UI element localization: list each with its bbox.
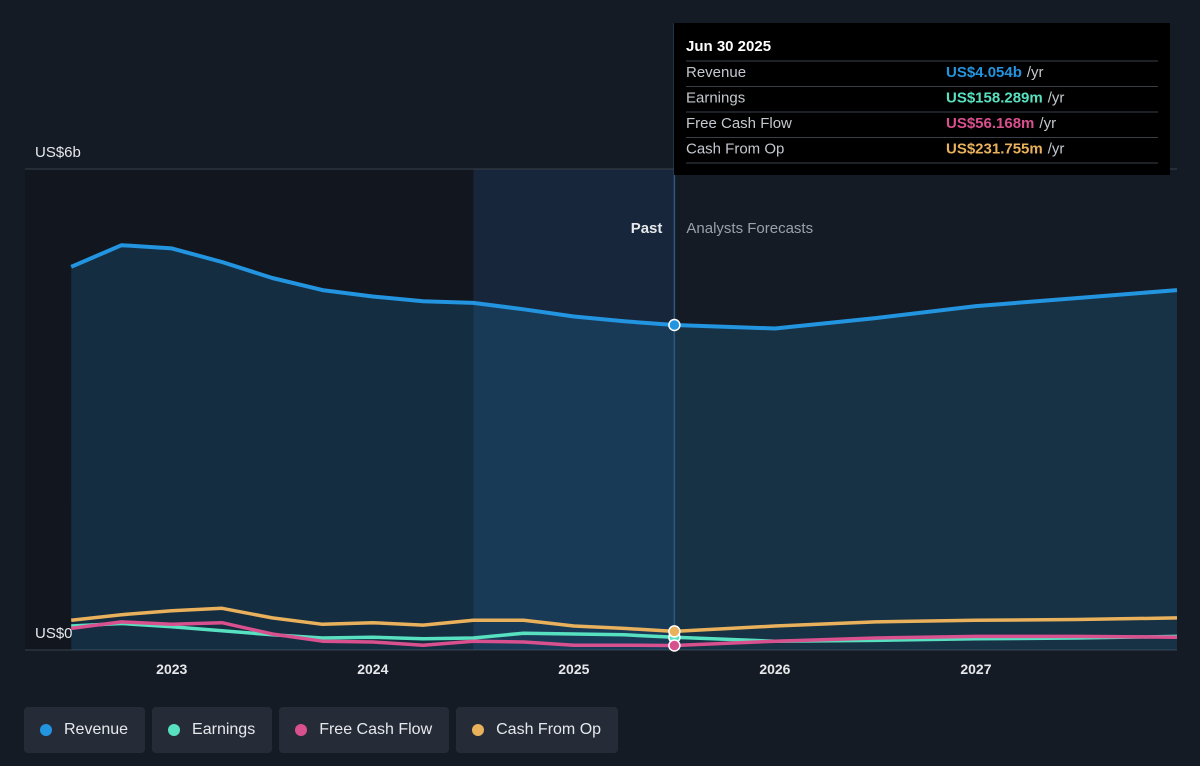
tooltip-unit: /yr — [1048, 141, 1065, 158]
point-marker — [668, 639, 681, 652]
highlight-region — [473, 169, 675, 650]
x-tick-label: 2023 — [156, 661, 187, 677]
revenue-area — [71, 245, 1178, 650]
tooltip-label: Earnings — [686, 90, 745, 107]
tooltip-date: Jun 30 2025 — [686, 38, 771, 55]
legend-label: Revenue — [64, 721, 129, 738]
tooltip-label: Free Cash Flow — [686, 115, 792, 132]
tooltip-value-text: US$4.054b — [946, 64, 1022, 81]
series-line — [71, 606, 1178, 634]
tooltip-value-text: US$56.168m — [946, 115, 1034, 132]
legend-label: Free Cash Flow — [319, 721, 433, 738]
tooltip-value: US$4.054b/yr — [946, 64, 1044, 81]
tooltip-label: Cash From Op — [686, 141, 784, 158]
legend-item[interactable]: Cash From Op — [456, 707, 619, 753]
legend-item[interactable]: Earnings — [152, 707, 273, 753]
x-tick-label: 2027 — [960, 661, 991, 677]
y-tick-label: US$6b — [35, 144, 81, 161]
past-label: Past — [631, 220, 663, 237]
legend: Revenue Earnings Free Cash Flow Cash From O… — [24, 707, 619, 753]
y-tick-label: US$0 — [35, 625, 73, 642]
x-tick-label: 2024 — [357, 661, 388, 677]
tooltip-value-text: US$158.289m — [946, 90, 1043, 107]
legend-label: Earnings — [192, 721, 256, 738]
point-marker — [668, 625, 681, 638]
tooltip-unit: /yr — [1027, 64, 1044, 81]
x-tick-label: 2025 — [558, 661, 589, 677]
series-line — [70, 243, 1178, 331]
tooltip-value-text: US$231.755m — [946, 141, 1043, 158]
tooltip-label: Revenue — [686, 64, 746, 81]
forecast-label: Analysts Forecasts — [686, 220, 813, 237]
legend-swatch — [40, 724, 52, 736]
x-tick-label: 2026 — [759, 661, 790, 677]
point-marker — [668, 318, 681, 332]
chart: US$0 US$6b 2023 2024 2025 2026 2027 Past Analyst… — [25, 23, 1178, 677]
legend-label: Cash From Op — [496, 721, 602, 738]
tooltip-box — [674, 23, 1170, 175]
legend-swatch — [472, 724, 485, 736]
legend-swatch — [168, 724, 181, 736]
series-line — [70, 620, 1178, 648]
legend-item[interactable]: Free Cash Flow — [279, 707, 450, 753]
tooltip-unit: /yr — [1039, 115, 1056, 132]
legend-swatch — [295, 724, 308, 736]
tooltip-value: US$56.168m/yr — [946, 115, 1056, 132]
tooltip-value: US$158.289m/yr — [946, 90, 1064, 107]
series-line — [71, 621, 1178, 643]
tooltip-unit: /yr — [1048, 90, 1065, 107]
tooltip-value: US$231.755m/yr — [946, 141, 1064, 158]
legend-item[interactable]: Revenue — [24, 707, 146, 753]
tooltip: Jun 30 2025 Revenue US$4.054b/yr Earnings US… — [674, 23, 1170, 175]
